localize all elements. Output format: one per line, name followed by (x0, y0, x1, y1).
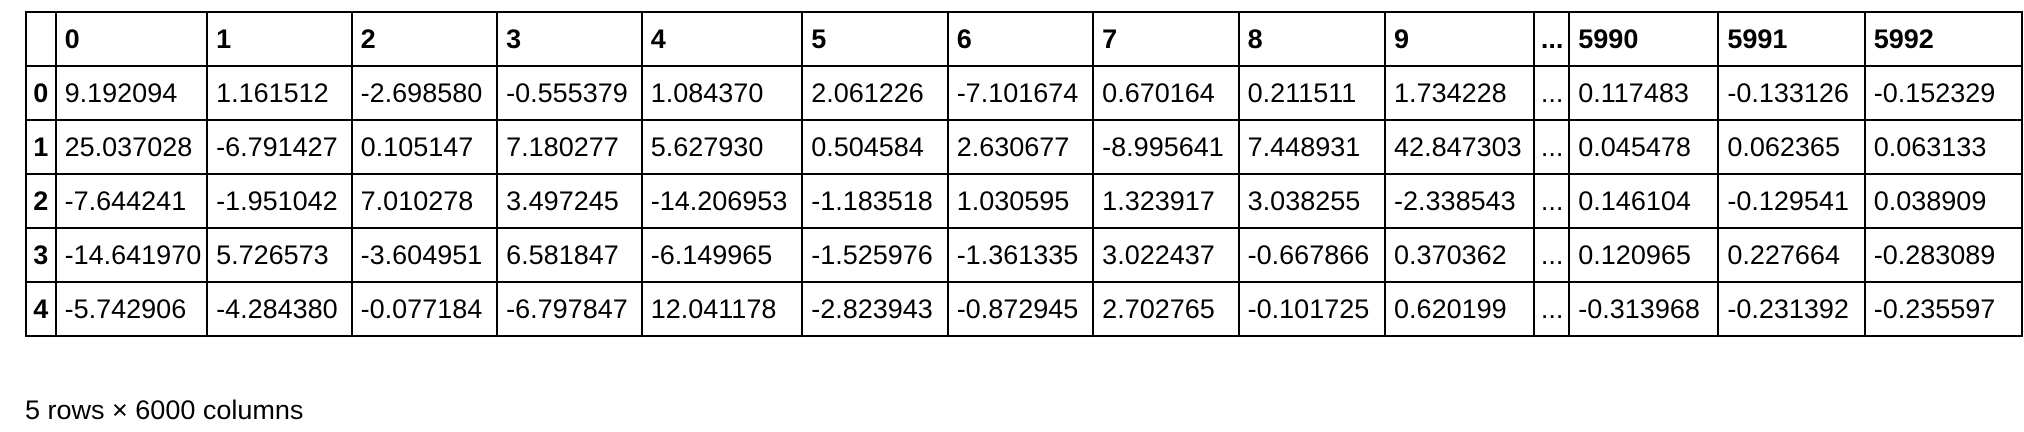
table-cell: 1.084370 (640, 65, 804, 121)
column-header: 8 (1237, 11, 1387, 67)
header-row: 0 1 2 3 4 5 6 7 8 9 ... 5990 5991 5992 (25, 11, 2023, 67)
column-header: 5992 (1863, 11, 2023, 67)
column-header: 2 (350, 11, 499, 67)
table-cell: -0.313968 (1568, 281, 1720, 337)
table-cell: 3.038255 (1237, 173, 1387, 229)
column-header: 3 (496, 11, 643, 67)
table-cell: -6.149965 (640, 227, 804, 283)
dataframe-table: 0 1 2 3 4 5 6 7 8 9 ... 5990 5991 5992 0… (25, 11, 2023, 337)
column-header: 9 (1384, 11, 1535, 67)
ellipsis-cell: ... (1532, 227, 1571, 283)
table-cell: -0.129541 (1717, 173, 1866, 229)
table-shape-summary: 5 rows × 6000 columns (25, 395, 304, 425)
table-cell: -14.206953 (640, 173, 804, 229)
table-cell: 6.581847 (496, 227, 643, 283)
dataframe-viewport: 0 1 2 3 4 5 6 7 8 9 ... 5990 5991 5992 0… (25, 11, 2023, 362)
table-cell: -7.101674 (946, 65, 1095, 121)
table-cell: 25.037028 (54, 119, 209, 175)
table-cell: -5.742906 (54, 281, 209, 337)
table-cell: 0.117483 (1568, 65, 1720, 121)
row-index: 1 (25, 119, 57, 175)
table-cell: -0.667866 (1237, 227, 1387, 283)
table-cell: 9.192094 (54, 65, 209, 121)
ellipsis-header: ... (1532, 11, 1571, 67)
column-header: 0 (54, 11, 209, 67)
table-row: 2 -7.644241 -1.951042 7.010278 3.497245 … (25, 173, 2023, 229)
table-cell: -1.361335 (946, 227, 1095, 283)
table-cell: 0.370362 (1384, 227, 1535, 283)
table-cell: 1.323917 (1092, 173, 1240, 229)
index-header-cell (25, 11, 57, 67)
table-cell: -1.525976 (801, 227, 949, 283)
column-header: 1 (206, 11, 353, 67)
table-cell: 1.734228 (1384, 65, 1535, 121)
table-cell: -6.791427 (206, 119, 353, 175)
table-cell: -14.641970 (54, 227, 209, 283)
table-cell: -0.555379 (496, 65, 643, 121)
row-index: 4 (25, 281, 57, 337)
ellipsis-cell: ... (1532, 119, 1571, 175)
table-cell: 0.504584 (801, 119, 949, 175)
table-cell: -0.283089 (1863, 227, 2023, 283)
column-header: 4 (640, 11, 804, 67)
table-row: 0 9.192094 1.161512 -2.698580 -0.555379 … (25, 65, 2023, 121)
table-cell: 1.161512 (206, 65, 353, 121)
ellipsis-cell: ... (1532, 173, 1571, 229)
table-cell: 3.497245 (496, 173, 643, 229)
table-cell: 7.180277 (496, 119, 643, 175)
table-cell: -1.951042 (206, 173, 353, 229)
table-cell: 2.061226 (801, 65, 949, 121)
table-cell: -0.872945 (946, 281, 1095, 337)
column-header: 5 (801, 11, 949, 67)
table-cell: 0.211511 (1237, 65, 1387, 121)
table-cell: -2.698580 (350, 65, 499, 121)
table-cell: -0.235597 (1863, 281, 2023, 337)
table-cell: -8.995641 (1092, 119, 1240, 175)
table-cell: -0.101725 (1237, 281, 1387, 337)
table-cell: 0.620199 (1384, 281, 1535, 337)
ellipsis-cell: ... (1532, 281, 1571, 337)
table-cell: 7.448931 (1237, 119, 1387, 175)
table-cell: -7.644241 (54, 173, 209, 229)
table-cell: -3.604951 (350, 227, 499, 283)
table-cell: -2.823943 (801, 281, 949, 337)
ellipsis-cell: ... (1532, 65, 1571, 121)
table-cell: 2.630677 (946, 119, 1095, 175)
table-cell: 0.038909 (1863, 173, 2023, 229)
table-cell: -0.152329 (1863, 65, 2023, 121)
table-cell: -1.183518 (801, 173, 949, 229)
column-header: 5990 (1568, 11, 1720, 67)
table-cell: 42.847303 (1384, 119, 1535, 175)
row-index: 0 (25, 65, 57, 121)
table-cell: -0.133126 (1717, 65, 1866, 121)
table-cell: -0.231392 (1717, 281, 1866, 337)
table-row: 4 -5.742906 -4.284380 -0.077184 -6.79784… (25, 281, 2023, 337)
table-cell: 0.045478 (1568, 119, 1720, 175)
table-cell: 0.670164 (1092, 65, 1240, 121)
table-cell: 5.726573 (206, 227, 353, 283)
table-cell: 5.627930 (640, 119, 804, 175)
table-cell: -0.077184 (350, 281, 499, 337)
table-cell: -2.338543 (1384, 173, 1535, 229)
column-header: 5991 (1717, 11, 1866, 67)
table-cell: 0.063133 (1863, 119, 2023, 175)
table-cell: 0.062365 (1717, 119, 1866, 175)
table-row: 3 -14.641970 5.726573 -3.604951 6.581847… (25, 227, 2023, 283)
table-cell: 7.010278 (350, 173, 499, 229)
column-header: 7 (1092, 11, 1240, 67)
table-cell: 0.227664 (1717, 227, 1866, 283)
table-cell: 0.120965 (1568, 227, 1720, 283)
column-header: 6 (946, 11, 1095, 67)
row-index: 3 (25, 227, 57, 283)
table-cell: 3.022437 (1092, 227, 1240, 283)
table-cell: 0.146104 (1568, 173, 1720, 229)
table-cell: -6.797847 (496, 281, 643, 337)
row-index: 2 (25, 173, 57, 229)
table-row: 1 25.037028 -6.791427 0.105147 7.180277 … (25, 119, 2023, 175)
table-cell: 0.105147 (350, 119, 499, 175)
table-cell: 2.702765 (1092, 281, 1240, 337)
table-cell: -4.284380 (206, 281, 353, 337)
table-cell: 1.030595 (946, 173, 1095, 229)
table-cell: 12.041178 (640, 281, 804, 337)
